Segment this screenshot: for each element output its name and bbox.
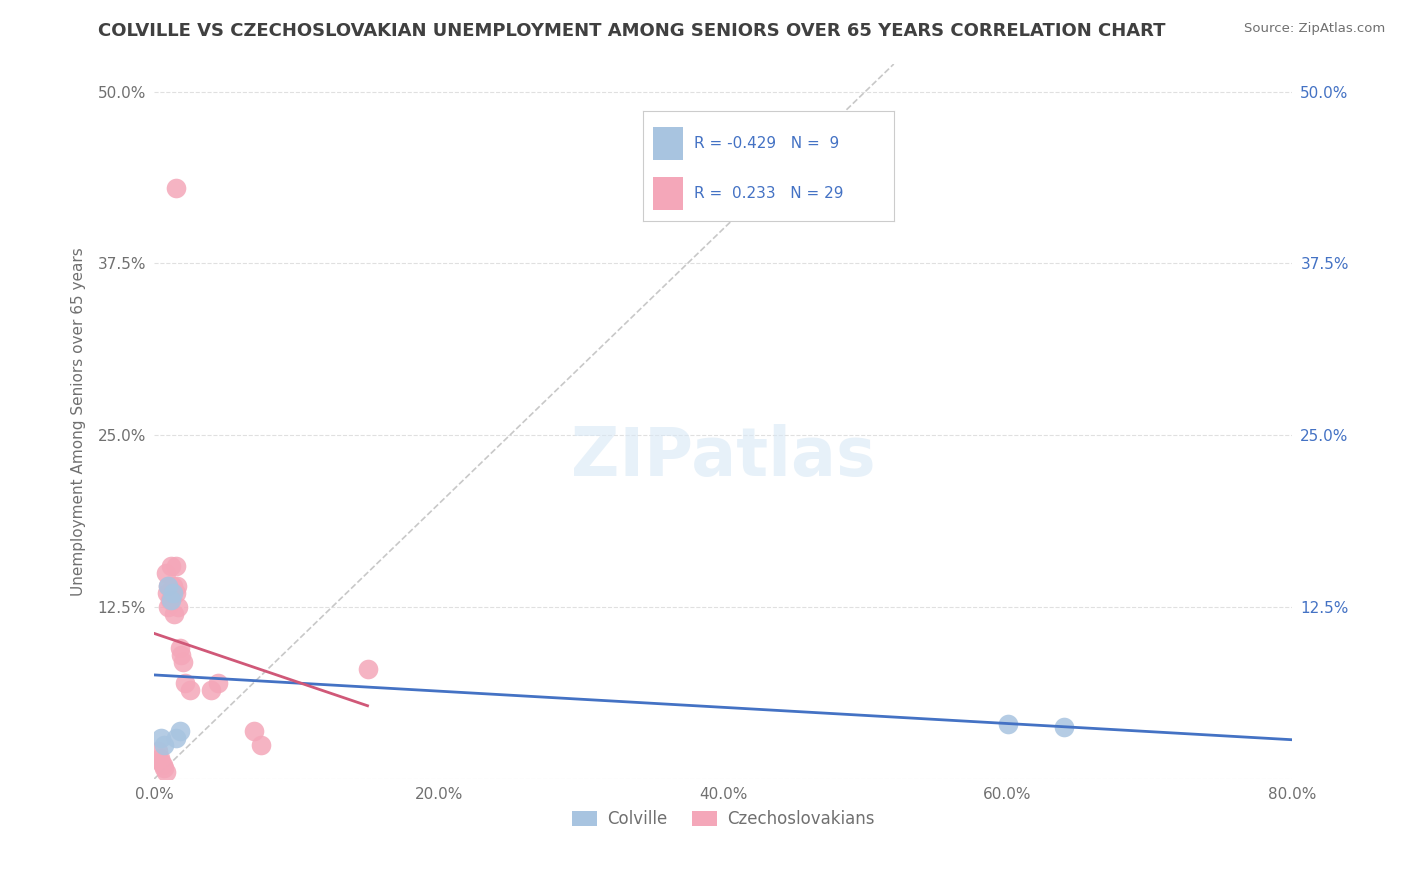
Point: [159, 593, 181, 607]
Point: [165, 731, 187, 745]
Point: [155, 765, 177, 780]
Point: [179, 682, 201, 697]
Point: [200, 682, 222, 697]
Point: [166, 579, 188, 593]
Point: [150, 756, 173, 770]
Text: COLVILLE VS CZECHOSLOVAKIAN UNEMPLOYMENT AMONG SENIORS OVER 65 YEARS CORRELATION: COLVILLE VS CZECHOSLOVAKIAN UNEMPLOYMENT…: [98, 22, 1166, 40]
Point: [153, 738, 176, 752]
Y-axis label: Unemployment Among Seniors over 65 years: Unemployment Among Seniors over 65 years: [72, 247, 86, 596]
Point: [157, 579, 180, 593]
Point: [207, 675, 229, 690]
Point: [165, 558, 187, 573]
Point: [997, 717, 1019, 731]
Point: [165, 181, 187, 195]
Point: [148, 744, 170, 758]
Point: [250, 738, 273, 752]
Point: [160, 558, 183, 573]
Point: [156, 586, 179, 600]
Point: [157, 579, 180, 593]
Point: [160, 593, 183, 607]
Point: [163, 607, 186, 621]
Point: [172, 655, 194, 669]
Point: [170, 648, 193, 663]
Point: [157, 600, 180, 615]
Point: [155, 566, 177, 580]
Point: [162, 579, 184, 593]
Point: [150, 731, 173, 745]
Point: [169, 641, 191, 656]
Point: [149, 751, 172, 765]
Point: [1053, 720, 1076, 734]
Text: Source: ZipAtlas.com: Source: ZipAtlas.com: [1244, 22, 1385, 36]
Point: [167, 600, 190, 615]
Text: ZIPatlas: ZIPatlas: [571, 425, 876, 491]
Point: [174, 675, 197, 690]
Point: [152, 758, 174, 772]
Point: [153, 761, 176, 775]
Legend: Colville, Czechoslovakians: Colville, Czechoslovakians: [565, 804, 882, 835]
Point: [356, 662, 378, 676]
Point: [242, 723, 264, 738]
Point: [169, 723, 191, 738]
Point: [165, 586, 187, 600]
Point: [162, 586, 184, 600]
